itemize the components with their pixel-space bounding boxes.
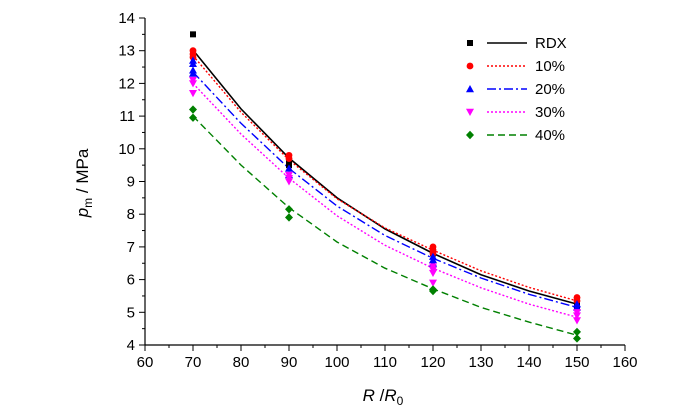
axes: 60 70 80 90 100 110 120 130 140 150 160 4 5 6 7 8 9 10 11 1… [118,10,637,371]
data-point-30pct [189,80,197,88]
data-point-30pct [573,317,581,325]
fit-curves [192,49,578,336]
y-tick-label: 11 [119,108,135,125]
data-point-40pct [285,213,293,222]
data-points [189,31,581,343]
data-point-30pct [429,269,437,278]
x-tick-label: 140 [516,354,541,371]
x-tick-label: 150 [564,354,589,371]
x-tick-label: 90 [281,354,298,371]
data-point-40pct [573,334,581,343]
fit-line-40pct [192,115,578,336]
y-tick-label: 14 [118,10,135,27]
data-point-40pct [285,205,293,214]
x-tick-label: 60 [137,354,154,371]
legend-marker-rdx [467,40,473,46]
x-tick-label: 100 [324,354,349,371]
y-tick-label: 12 [118,75,135,92]
x-tick-label: 80 [233,354,250,371]
legend-marker-20pct [466,85,474,93]
x-tick-label: 120 [420,354,445,371]
legend-label-20pct: 20% [535,81,565,98]
x-tick-label: 110 [373,354,397,371]
legend: RDX 10% 20% 30% 40% [466,35,567,144]
y-tick-label: 6 [127,272,135,289]
legend-label-rdx: RDX [535,35,567,52]
data-point-10pct [285,155,293,163]
data-point-20pct [573,303,581,311]
y-tick-label: 7 [127,239,135,256]
y-tick-label: 10 [118,141,135,158]
x-axis-title: R /R0 [363,386,404,408]
legend-label-30pct: 30% [535,104,565,121]
data-point-30pct [573,312,581,320]
data-point-40pct [429,286,437,296]
data-point-40pct [189,105,197,114]
legend-marker-40pct [466,130,474,140]
fit-line-30pct [192,82,578,318]
y-axis-title: pm / MPa [73,148,95,218]
data-point-30pct [189,90,197,98]
y-tick-label: 8 [127,206,135,223]
x-tick-label: 130 [468,354,493,371]
data-point-20pct [189,59,197,67]
y-tick-label: 5 [127,304,135,321]
legend-marker-10pct [466,62,474,70]
data-point-30pct [429,279,437,287]
x-tick-label: 160 [612,354,637,371]
x-tick-label: 70 [185,354,202,371]
data-point-20pct [285,164,293,172]
legend-marker-30pct [466,108,474,116]
fit-line-rdx [192,49,578,305]
data-point-30pct [285,178,293,186]
y-tick-label: 4 [127,337,135,354]
data-point-20pct [189,69,197,77]
y-tick-label: 9 [127,174,135,191]
data-point-40pct [573,327,581,337]
legend-label-10pct: 10% [535,58,565,75]
legend-label-40pct: 40% [535,127,565,144]
fit-line-20pct [192,71,578,309]
y-tick-label: 13 [118,43,135,60]
fit-line-10pct [192,55,578,302]
data-point-40pct [189,113,197,122]
data-point-rdx [190,31,196,38]
